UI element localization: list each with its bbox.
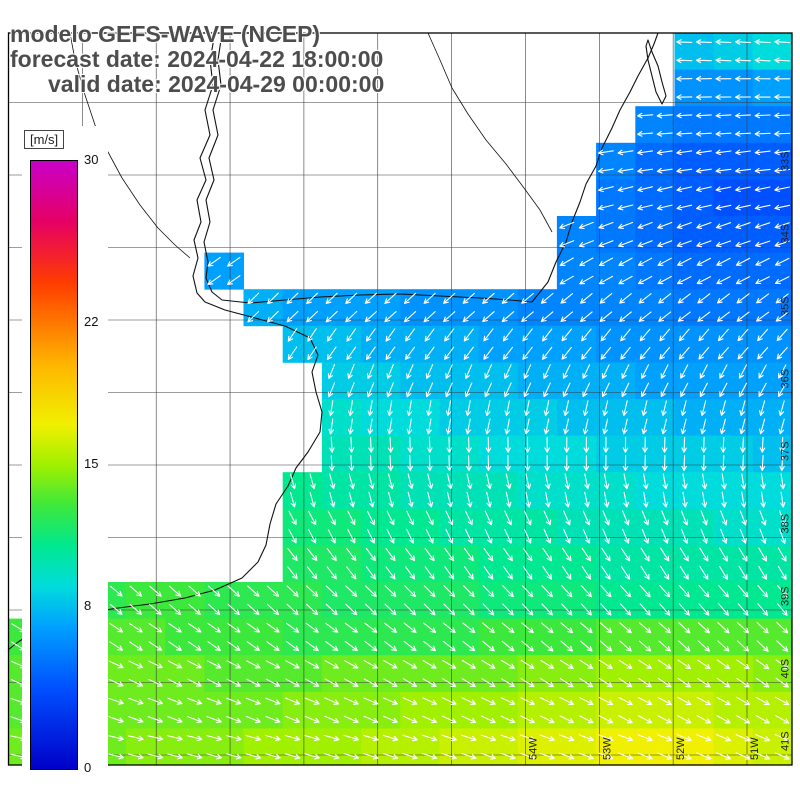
colorbar-tick-label: 0 [84, 760, 92, 775]
coastline [7, 32, 667, 651]
field-cells [8, 33, 793, 766]
map-frame [7, 32, 793, 766]
lat-label: 37S [780, 441, 792, 461]
colorbar-gradient [30, 160, 78, 770]
colorbar-tick-label: 22 [84, 314, 99, 330]
colorbar-panel: [m/s] 30 22 15 8 0 [22, 126, 108, 784]
lat-label: 35S [780, 296, 792, 316]
forecast-date-label: forecast date: 2024-04-22 18:00:00 [10, 46, 384, 72]
river-right-bank-estuary-north-shore-uruguay-coast [203, 32, 659, 304]
lon-label: 53W [601, 737, 613, 760]
colorbar-tick-label: 15 [84, 456, 99, 471]
lon-label: 54W [527, 737, 539, 760]
lat-label: 38S [780, 514, 792, 534]
lat-axis-labels: 33S 34S 35S 36S 37S 38S 39S 40S 41S [780, 151, 792, 751]
lon-axis-labels: 54W 53W 52W 51W [527, 737, 761, 760]
lat-label: 34S [780, 224, 792, 244]
lat-label: 39S [780, 586, 792, 606]
lon-label: 51W [749, 737, 761, 760]
lat-label: 36S [780, 369, 792, 389]
lat-label: 41S [780, 731, 792, 751]
valid-date-label: valid date: 2024-04-29 00:00:00 [48, 71, 385, 97]
river-left-bank-and-south-coast [7, 32, 323, 651]
coastal-lagoon [645, 39, 667, 105]
colorbar-tick-label: 30 [84, 152, 99, 167]
model-title: modelo GEFS-WAVE (NCEP) [10, 21, 321, 47]
inland-border-west [69, 32, 191, 259]
colorbar-tick-label: 8 [84, 597, 92, 613]
colorbar-units-label: [m/s] [24, 130, 65, 149]
lon-label: 52W [675, 737, 687, 760]
lat-label: 40S [780, 659, 792, 679]
title-block: modelo GEFS-WAVE (NCEP) forecast date: 2… [10, 22, 384, 97]
inland-border-northeast [427, 32, 553, 233]
lat-label: 33S [780, 151, 792, 171]
